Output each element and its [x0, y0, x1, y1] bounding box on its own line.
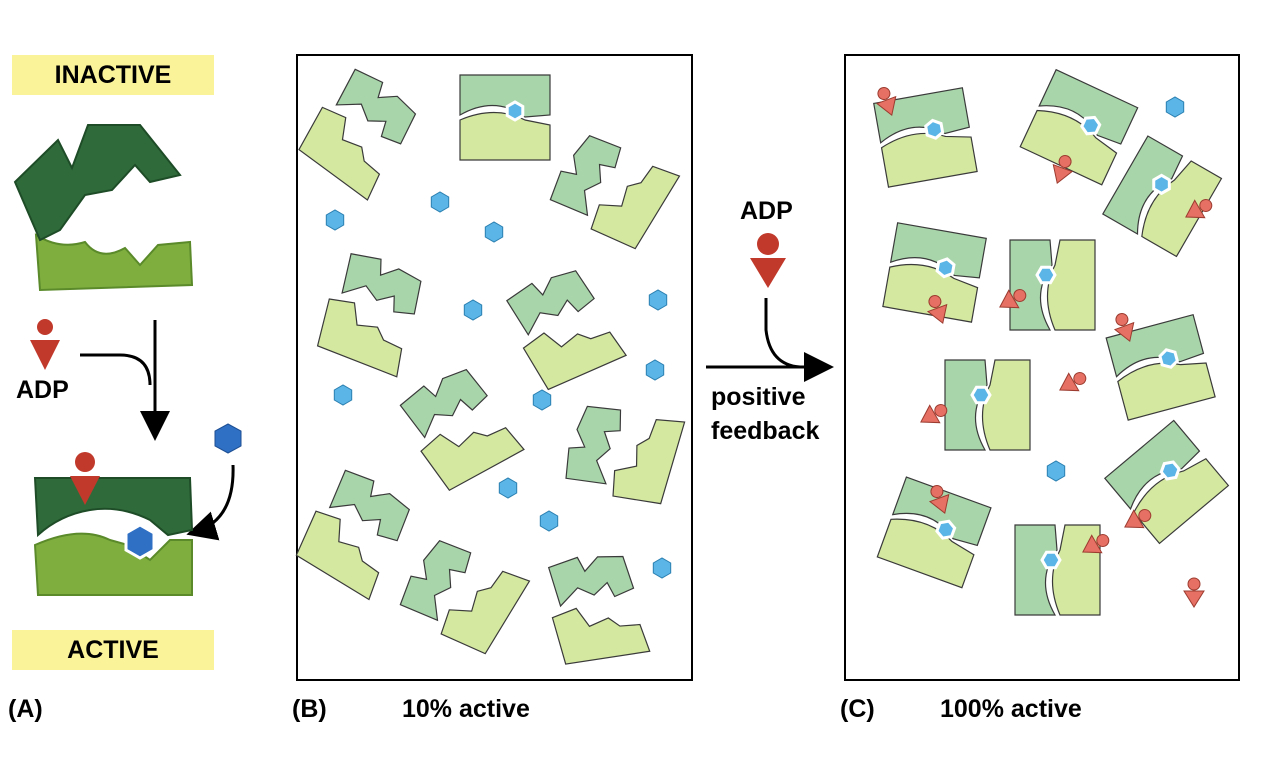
enzyme-b [295, 469, 411, 601]
ligand-b [539, 510, 559, 532]
ligand-c [1046, 460, 1066, 482]
enzyme-c [1102, 135, 1223, 258]
enzyme-c [873, 87, 978, 188]
ligand-b [648, 289, 668, 311]
adp-c [1059, 372, 1087, 392]
enzyme-b [547, 555, 651, 665]
panel-b-letter: (B) [292, 695, 327, 723]
ligand-c [1165, 96, 1185, 118]
adp-c [1113, 313, 1135, 343]
ligand-b [430, 191, 450, 213]
ligand-b [333, 384, 353, 406]
ligand-b [652, 557, 672, 579]
panel-b-caption: 10% active [402, 695, 530, 723]
enzyme-c [1103, 419, 1230, 545]
active-enzyme [33, 452, 194, 596]
adp-molecule-middle [750, 233, 786, 288]
enzyme-b [506, 270, 628, 391]
adp-c [1124, 509, 1152, 529]
ligand-b [645, 359, 665, 381]
enzyme-c [1009, 239, 1096, 331]
enzyme-b [399, 539, 531, 655]
inactive-enzyme [13, 124, 194, 292]
adp-c [875, 87, 897, 117]
active-lower-subunit [33, 532, 193, 596]
enzyme-b [565, 405, 686, 505]
enzyme-b [459, 74, 551, 161]
ligand-b [463, 299, 483, 321]
ligand-a [214, 423, 242, 454]
adp-binding-arrow [80, 353, 152, 386]
ligand-b [484, 221, 504, 243]
enzyme-b [316, 253, 422, 378]
adp-c [1185, 199, 1213, 219]
feedback-label-line2: feedback [711, 417, 820, 445]
enzyme-c [944, 359, 1031, 451]
active-label: ACTIVE [12, 630, 214, 670]
enzyme-c [1105, 313, 1216, 421]
inactive-lower-subunit [34, 233, 194, 292]
adp-c [1052, 155, 1074, 185]
inactive-label: INACTIVE [12, 55, 214, 95]
enzyme-c [1019, 68, 1139, 186]
panel-a-letter: (A) [8, 695, 43, 723]
feedback-label-line1: positive [711, 383, 806, 411]
adp-c [999, 289, 1027, 309]
adp-c [928, 485, 950, 515]
adp-label-middle: ADP [740, 197, 793, 225]
adp-molecule-a [30, 319, 60, 370]
adp-c [926, 295, 948, 325]
enzyme-b [549, 134, 681, 250]
ligand-b [532, 389, 552, 411]
enzyme-c [1014, 524, 1101, 616]
active-upper-subunit [33, 477, 194, 538]
ligand-b [325, 209, 345, 231]
ligand-b [498, 477, 518, 499]
adp-c [1183, 577, 1205, 608]
enzyme-b [399, 368, 525, 492]
adp-c [1082, 534, 1110, 554]
panel-c-letter: (C) [840, 695, 875, 723]
adp-c [920, 404, 948, 424]
ligand-binding-arrow [186, 464, 235, 541]
inactive-upper-subunit [13, 124, 182, 242]
enzyme-b [298, 68, 417, 201]
enzyme-c [882, 222, 987, 323]
panel-c-caption: 100% active [940, 695, 1082, 723]
adp-label-a: ADP [16, 376, 69, 404]
